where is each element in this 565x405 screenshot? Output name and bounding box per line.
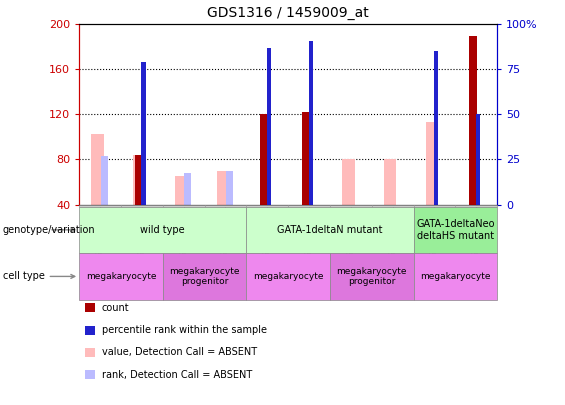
Bar [302, 112, 309, 205]
Text: megakaryocyte
progenitor: megakaryocyte progenitor [170, 267, 240, 286]
Bar [91, 134, 104, 205]
Bar [135, 155, 142, 205]
Bar [476, 115, 480, 205]
Bar [308, 40, 313, 205]
Bar [141, 62, 146, 205]
Bar [184, 173, 191, 205]
Text: GATA-1deltaN mutant: GATA-1deltaN mutant [277, 225, 383, 235]
Bar [175, 176, 188, 205]
Bar [384, 160, 397, 205]
Bar [434, 51, 438, 205]
Bar [216, 171, 229, 205]
Text: value, Detection Call = ABSENT: value, Detection Call = ABSENT [102, 347, 257, 357]
Text: count: count [102, 303, 129, 313]
Bar [425, 122, 438, 205]
Text: genotype/variation: genotype/variation [3, 225, 95, 235]
Bar [226, 171, 233, 205]
Text: wild type: wild type [141, 225, 185, 235]
Bar [470, 36, 476, 205]
Bar [133, 155, 146, 205]
Bar [267, 48, 271, 205]
Text: percentile rank within the sample: percentile rank within the sample [102, 325, 267, 335]
Text: cell type: cell type [3, 271, 75, 281]
Text: megakaryocyte
progenitor: megakaryocyte progenitor [337, 267, 407, 286]
Text: megakaryocyte: megakaryocyte [420, 272, 490, 281]
Text: megakaryocyte: megakaryocyte [86, 272, 156, 281]
Text: megakaryocyte: megakaryocyte [253, 272, 323, 281]
Text: rank, Detection Call = ABSENT: rank, Detection Call = ABSENT [102, 370, 252, 379]
Text: GATA-1deltaNeo
deltaHS mutant: GATA-1deltaNeo deltaHS mutant [416, 219, 494, 241]
Bar [342, 160, 355, 205]
Bar [101, 156, 107, 205]
Bar [260, 115, 267, 205]
Title: GDS1316 / 1459009_at: GDS1316 / 1459009_at [207, 6, 369, 21]
